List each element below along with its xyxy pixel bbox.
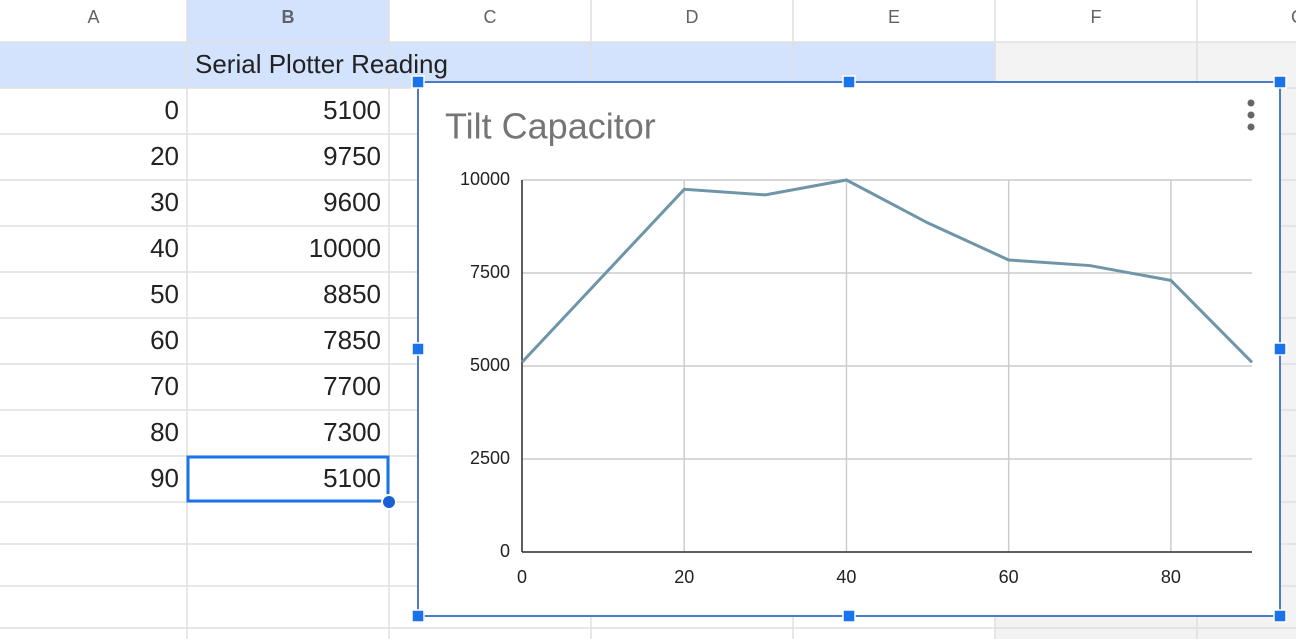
- resize-handle[interactable]: [842, 75, 856, 89]
- cell-value: 7700: [323, 371, 381, 401]
- fill-handle[interactable]: [381, 494, 397, 510]
- resize-handle[interactable]: [1273, 609, 1287, 623]
- cell-value: 5100: [323, 95, 381, 125]
- resize-handle[interactable]: [411, 609, 425, 623]
- resize-handle[interactable]: [411, 75, 425, 89]
- cell-x: 60: [150, 325, 179, 355]
- cell-value: 5100: [323, 463, 381, 493]
- column-header: D: [686, 7, 699, 27]
- column-header: C: [484, 7, 497, 27]
- cell-value: 10000: [309, 233, 381, 263]
- cell-value: 9750: [323, 141, 381, 171]
- column-header: E: [888, 7, 900, 27]
- x-tick-label: 60: [999, 567, 1019, 587]
- menu-dot[interactable]: [1247, 123, 1255, 131]
- cell-x: 40: [150, 233, 179, 263]
- resize-handle[interactable]: [1273, 342, 1287, 356]
- column-header: G: [1291, 7, 1296, 27]
- cell-value: 7300: [323, 417, 381, 447]
- selected-cell[interactable]: [186, 455, 390, 503]
- menu-dot[interactable]: [1247, 99, 1255, 107]
- column-header: F: [1091, 7, 1102, 27]
- y-tick-label: 5000: [470, 355, 510, 375]
- header-row-highlight: [0, 42, 995, 88]
- column-header: B: [282, 7, 295, 27]
- resize-handle[interactable]: [842, 609, 856, 623]
- x-tick-label: 40: [836, 567, 856, 587]
- cell-x: 30: [150, 187, 179, 217]
- y-tick-label: 2500: [470, 448, 510, 468]
- y-tick-label: 10000: [460, 169, 510, 189]
- cell-x: 0: [165, 95, 179, 125]
- x-tick-label: 0: [517, 567, 527, 587]
- cell-x: 50: [150, 279, 179, 309]
- column-header: A: [87, 7, 99, 27]
- cell-x: 90: [150, 463, 179, 493]
- chart[interactable]: Tilt Capacitor 0 2500 5000 7500 10000 0 20 40 60…: [411, 75, 1287, 623]
- x-tick-label: 80: [1161, 567, 1181, 587]
- cell-value: 9600: [323, 187, 381, 217]
- selected-column-header: [187, 0, 389, 42]
- y-tick-label: 0: [500, 541, 510, 561]
- resize-handle[interactable]: [411, 342, 425, 356]
- y-tick-label: 7500: [470, 262, 510, 282]
- cell-value: 8850: [323, 279, 381, 309]
- cell-x: 20: [150, 141, 179, 171]
- cells: A B C D E F G Serial Plotter Reading 0 5100 20 9750…: [87, 7, 1296, 493]
- menu-dot[interactable]: [1247, 111, 1255, 119]
- series-line: [520, 178, 1254, 364]
- chart-frame: [417, 81, 1281, 617]
- x-tick-label: 20: [674, 567, 694, 587]
- cell-x: 70: [150, 371, 179, 401]
- header-cell: Serial Plotter Reading: [195, 49, 448, 79]
- cell-value: 7850: [323, 325, 381, 355]
- cell-x: 80: [150, 417, 179, 447]
- chart-title: Tilt Capacitor: [445, 106, 656, 147]
- resize-handle[interactable]: [1273, 75, 1287, 89]
